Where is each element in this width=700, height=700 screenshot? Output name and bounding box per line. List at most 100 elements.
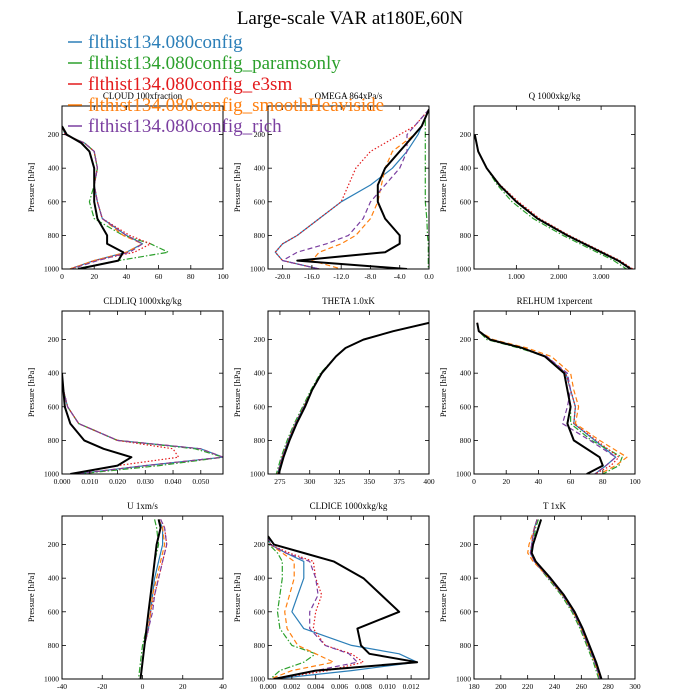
x-tick-label: 300 xyxy=(304,477,316,486)
series-line-5 xyxy=(474,134,632,269)
y-tick-label: 800 xyxy=(460,231,472,240)
y-tick-label: 200 xyxy=(48,130,60,139)
y-tick-label: 600 xyxy=(254,402,266,411)
plot-frame xyxy=(473,105,636,270)
series-group xyxy=(474,134,634,269)
y-tick-label: 200 xyxy=(48,335,60,344)
panel-title: OMEGA 864xPa/s xyxy=(315,91,383,101)
y-tick-label: 200 xyxy=(254,130,266,139)
series-line-5 xyxy=(139,519,162,679)
x-tick-label: 0.010 xyxy=(81,477,98,486)
y-tick-label: 600 xyxy=(48,402,60,411)
y-tick-label: 1000 xyxy=(44,265,59,274)
x-tick-label: 20 xyxy=(179,682,187,691)
x-tick-label: 40 xyxy=(123,272,131,281)
y-tick-label: 800 xyxy=(48,231,60,240)
x-tick-label: -20.0 xyxy=(275,272,291,281)
series-line-3 xyxy=(139,519,166,679)
series-line-2 xyxy=(276,322,429,474)
x-tick-label: -8.0 xyxy=(365,272,377,281)
series-line-5 xyxy=(296,108,429,269)
x-tick-label: 180 xyxy=(468,682,480,691)
x-tick-label: 0 xyxy=(141,682,145,691)
panel-0: 0 20 40 60 80 100 200 400 600 800 1000 Pressure [hP… xyxy=(26,91,229,281)
x-tick-label: 80 xyxy=(187,272,195,281)
y-tick-label: 200 xyxy=(254,335,266,344)
y-axis-label: Pressure [hPa] xyxy=(26,573,36,623)
plot-frame xyxy=(473,515,636,680)
x-tick-label: 0.020 xyxy=(109,477,126,486)
y-tick-label: 800 xyxy=(254,641,266,650)
y-axis-label: Pressure [hPa] xyxy=(26,163,36,213)
x-tick-label: 60 xyxy=(155,272,163,281)
legend-entry: flthist134.080config_rich xyxy=(88,116,282,137)
series-line-1 xyxy=(62,373,223,474)
series-line-1 xyxy=(137,519,160,679)
x-tick-label: 200 xyxy=(495,682,507,691)
series-line-1 xyxy=(268,536,317,679)
y-axis-label: Pressure [hPa] xyxy=(232,368,242,418)
panel-1: -20.0 -16.0 -12.0 -8.0 -4.0 0.0 200 400 600 800 10… xyxy=(232,91,434,281)
x-tick-label: 0.008 xyxy=(355,682,372,691)
x-tick-label: 2.000 xyxy=(550,272,567,281)
x-tick-label: 240 xyxy=(549,682,561,691)
panel-7: 0.000 0.002 0.004 0.006 0.008 0.010 0.012 200 40… xyxy=(232,501,430,691)
panel-title: T 1xK xyxy=(543,501,567,511)
y-tick-label: 800 xyxy=(254,231,266,240)
series-line-3 xyxy=(62,373,223,474)
y-tick-label: 1000 xyxy=(456,675,471,684)
series-line-5 xyxy=(277,321,429,474)
series-line-2 xyxy=(268,536,364,679)
y-tick-label: 800 xyxy=(48,641,60,650)
y-tick-label: 600 xyxy=(460,197,472,206)
x-tick-label: -40 xyxy=(57,682,67,691)
x-tick-label: 375 xyxy=(394,477,406,486)
series-group xyxy=(137,519,168,679)
panel-title: U 1xm/s xyxy=(127,501,158,511)
y-tick-label: 200 xyxy=(48,540,60,549)
x-tick-label: 0 xyxy=(472,477,476,486)
series-group xyxy=(275,321,429,474)
series-line-3 xyxy=(62,125,144,269)
y-tick-label: 1000 xyxy=(250,265,265,274)
panel-6: -40 -20 0 20 40 200 400 600 800 1000 Pressure [hPa… xyxy=(26,501,227,691)
y-tick-label: 400 xyxy=(460,164,472,173)
series-line-2 xyxy=(274,109,429,269)
series-line-3 xyxy=(276,322,429,474)
x-tick-label: 0.050 xyxy=(192,477,209,486)
x-tick-label: 0.040 xyxy=(165,477,182,486)
legend: flthist134.080configflthist134.080config… xyxy=(68,32,384,137)
y-axis-label: Pressure [hPa] xyxy=(438,163,448,213)
x-tick-label: -20 xyxy=(97,682,107,691)
panel-title: Q 1000xkg/kg xyxy=(529,91,581,101)
x-tick-label: 260 xyxy=(576,682,588,691)
series-group xyxy=(62,125,169,269)
x-tick-label: 20 xyxy=(502,477,510,486)
y-tick-label: 400 xyxy=(460,369,472,378)
series-group xyxy=(527,519,603,679)
series-line-3 xyxy=(527,519,601,679)
series-line-0 xyxy=(276,322,429,474)
x-tick-label: 325 xyxy=(334,477,346,486)
series-line-5 xyxy=(62,125,125,269)
x-tick-label: 1.000 xyxy=(508,272,525,281)
x-tick-label: 100 xyxy=(629,477,641,486)
y-tick-label: 1000 xyxy=(44,675,59,684)
series-line-3 xyxy=(476,322,628,474)
y-tick-label: 400 xyxy=(48,164,60,173)
plot-frame xyxy=(473,310,636,475)
y-axis-label: Pressure [hPa] xyxy=(438,573,448,623)
y-tick-label: 400 xyxy=(254,369,266,378)
series-group xyxy=(476,322,628,474)
x-tick-label: 40 xyxy=(535,477,543,486)
series-line-0 xyxy=(274,109,429,269)
x-tick-label: 40 xyxy=(219,682,227,691)
series-line-3 xyxy=(268,536,335,679)
series-group xyxy=(62,373,223,474)
x-tick-label: 60 xyxy=(567,477,575,486)
y-tick-label: 400 xyxy=(48,369,60,378)
legend-entry: flthist134.080config_paramsonly xyxy=(88,53,341,74)
panel-title: CLDLIQ 1000xkg/kg xyxy=(103,296,182,306)
series-line-4 xyxy=(474,134,632,269)
